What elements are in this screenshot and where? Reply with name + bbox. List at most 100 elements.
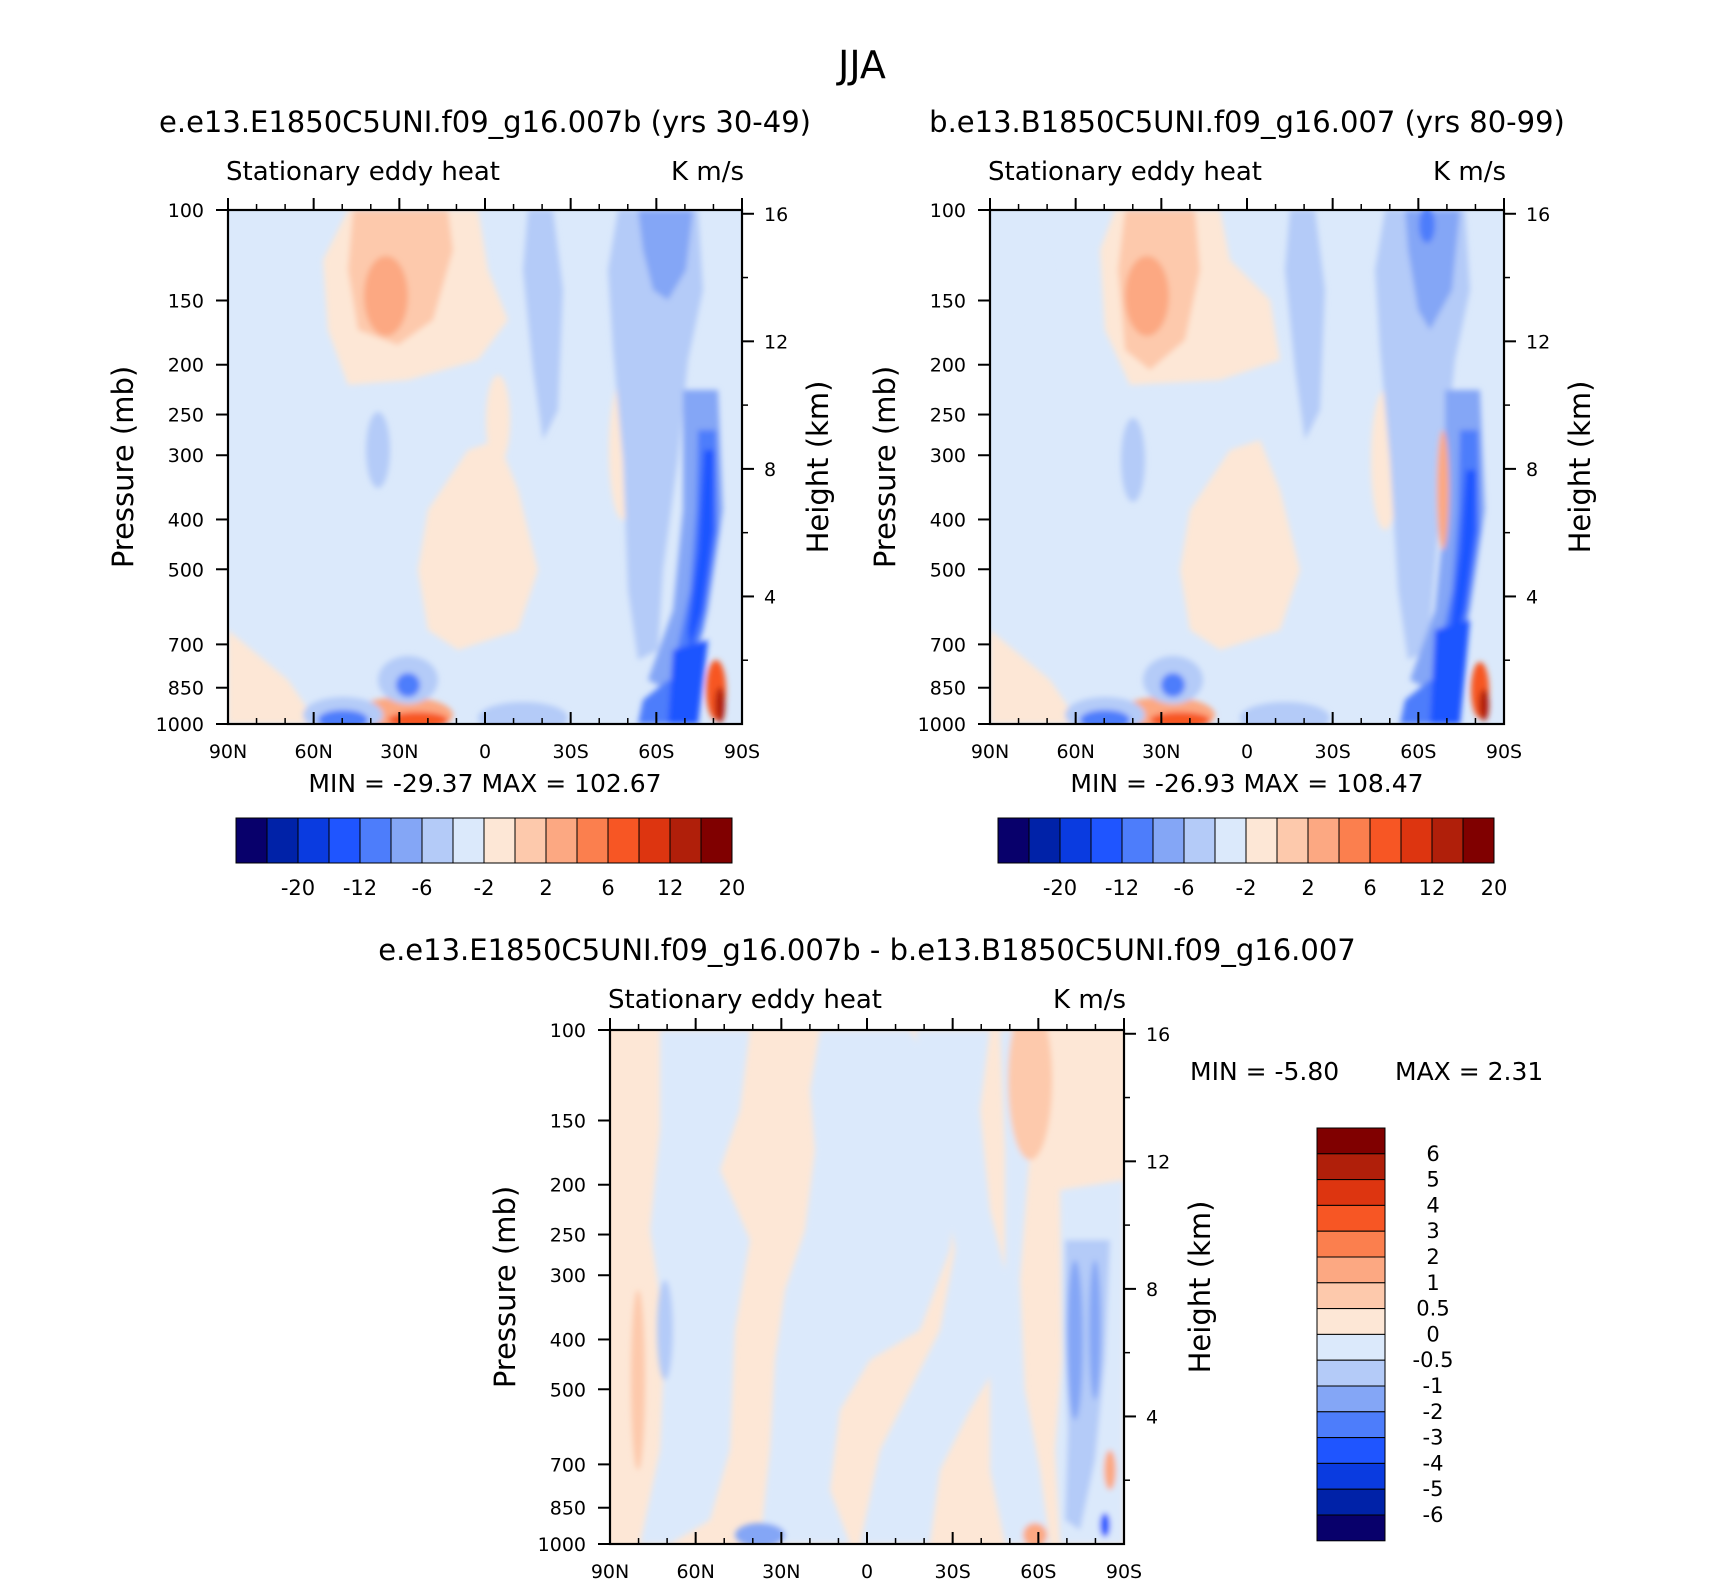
y-axis: 100 150 200 250 300 400 500 700 850 1000: [538, 1020, 610, 1556]
colorbar-swatch: [1152, 817, 1185, 864]
contour-negative-mid-n: [1121, 418, 1145, 502]
colorbar-label: -2: [1236, 876, 1257, 900]
colorbar-label: 2: [539, 876, 552, 900]
y-tick-label: 150: [168, 291, 204, 313]
contour-negative-pole-4: [1089, 1260, 1101, 1400]
contour-negative-sfc-s-2: [668, 640, 708, 724]
colorbar-label: 1: [1426, 1271, 1439, 1295]
colorbar-label: -2: [1423, 1400, 1444, 1424]
y-axis-label: Pressure (mb): [106, 366, 140, 568]
y-tick-label: 850: [930, 678, 966, 700]
x-tick-label: 0: [479, 741, 491, 763]
y-tick-label: 200: [168, 355, 204, 377]
colorbar-swatch: [514, 817, 547, 864]
figure-title: JJA: [836, 43, 886, 87]
stats-max: MAX = 2.31: [1395, 1057, 1543, 1086]
colorbar-swatch: [1316, 1333, 1386, 1361]
colorbar-swatch: [1316, 1359, 1386, 1387]
colorbar-swatch: [1316, 1488, 1386, 1516]
x-tick-label: 90S: [1106, 1561, 1142, 1581]
x-tick-label: 60S: [638, 741, 674, 763]
colorbar-label: 5: [1426, 1168, 1439, 1192]
colorbar-label: 4: [1426, 1193, 1439, 1217]
stats-min: MIN = -5.80: [1190, 1057, 1339, 1086]
contour-negative-sfc-eq: [478, 702, 568, 724]
x-tick-label: 60N: [294, 741, 332, 763]
y-tick-label: 500: [550, 1379, 586, 1401]
contour-negative-sh: [990, 1030, 1050, 1544]
colorbar-swatch: [1316, 1256, 1386, 1284]
contour-negative-pole-3: [1450, 470, 1476, 650]
colorbar-swatch: [997, 817, 1030, 864]
colorbar-swatch: [390, 817, 423, 864]
x-axis: 90N 60N 30N 0 30S 60S 90S: [209, 198, 760, 763]
colorbar-swatch: [1214, 817, 1247, 864]
contour-negative-low-n-2: [1161, 673, 1185, 697]
y-axis-right-label: Height (km): [1183, 1201, 1217, 1374]
contour-field: [610, 1030, 1124, 1544]
x-axis: 90N 60N 30N 0 30S 60S 90S: [971, 198, 1522, 763]
x-tick-label: 90S: [1486, 741, 1522, 763]
contour-negative-high-s-2: [1405, 210, 1460, 330]
colorbar-swatch: [1121, 817, 1154, 864]
contour-negative-mid-n: [366, 412, 390, 488]
contour-field: [990, 210, 1504, 724]
y-right-tick-label: 8: [1526, 459, 1538, 481]
colorbar-swatch: [1245, 817, 1278, 864]
contour-negative-mid-n: [657, 1280, 673, 1380]
x-tick-label: 90N: [971, 741, 1009, 763]
x-tick-label: 0: [861, 1561, 873, 1581]
y-right-tick-label: 4: [1526, 586, 1538, 608]
panel-reference: b.e13.B1850C5UNI.f09_g16.007 (yrs 80-99)…: [868, 105, 1597, 900]
y-tick-label: 850: [550, 1498, 586, 1520]
y-tick-label: 1000: [538, 1534, 586, 1556]
x-tick-label: 30S: [1315, 741, 1351, 763]
colorbar: -20 -12 -6 -2 2 6 12 20: [997, 817, 1507, 900]
colorbar-swatch: [669, 817, 702, 864]
contour-negative-tropics-2: [860, 1030, 1010, 1544]
y-tick-label: 1000: [156, 714, 204, 736]
x-tick-label: 90N: [209, 741, 247, 763]
colorbar-swatch: [1316, 1437, 1386, 1464]
colorbar-label: -6: [412, 876, 433, 900]
y-tick-label: 700: [168, 634, 204, 656]
colorbar-swatch: [700, 817, 733, 864]
panel-title: e.e13.E1850C5UNI.f09_g16.007b (yrs 30-49…: [159, 105, 811, 139]
colorbar-swatch: [545, 817, 578, 864]
colorbar-swatch: [359, 817, 392, 864]
panel-control: e.e13.E1850C5UNI.f09_g16.007b (yrs 30-49…: [106, 105, 835, 900]
y-tick-label: 500: [930, 559, 966, 581]
stats-text: MIN = -26.93 MAX = 108.47: [1070, 769, 1423, 798]
colorbar-label: -6: [1423, 1503, 1444, 1527]
colorbar-label: -20: [1043, 876, 1077, 900]
y-axis: 100 150 200 250 300 400 500 700 850 1000: [156, 200, 228, 736]
contour-positive-lower: [228, 630, 318, 724]
contour-negative-high-s-core: [1419, 210, 1435, 243]
colorbar-swatch: [1431, 817, 1464, 864]
colorbar-swatch: [1338, 817, 1371, 864]
y-axis-right: 16 12 8 4: [1504, 204, 1550, 661]
colorbar-label: 0: [1426, 1322, 1439, 1346]
contour-negative-low-n-2: [396, 673, 420, 697]
y-tick-label: 400: [930, 509, 966, 531]
panel-subtitle-left: Stationary eddy heat: [226, 157, 500, 187]
y-axis-right: 16 12 8 4: [742, 204, 788, 661]
contour-positive-sfc-core: [388, 712, 448, 724]
y-tick-label: 250: [930, 405, 966, 427]
colorbar-label: 6: [1426, 1142, 1439, 1166]
panel-title: e.e13.E1850C5UNI.f09_g16.007b - b.e13.B1…: [378, 933, 1356, 967]
colorbar-swatch: [607, 817, 640, 864]
colorbar-label: -6: [1174, 876, 1195, 900]
y-tick-label: 300: [168, 445, 204, 467]
x-tick-label: 60S: [1020, 1561, 1056, 1581]
colorbar-label: 3: [1426, 1219, 1439, 1243]
y-tick-label: 850: [168, 678, 204, 700]
colorbar-swatch: [1316, 1385, 1386, 1413]
contour-positive-lower: [990, 630, 1080, 724]
x-tick-label: 60N: [1056, 741, 1094, 763]
colorbar-swatch: [1316, 1230, 1386, 1258]
y-axis-label: Pressure (mb): [488, 1186, 522, 1388]
y-tick-label: 700: [930, 634, 966, 656]
contour-positive-pole-sfc-core: [715, 687, 725, 723]
